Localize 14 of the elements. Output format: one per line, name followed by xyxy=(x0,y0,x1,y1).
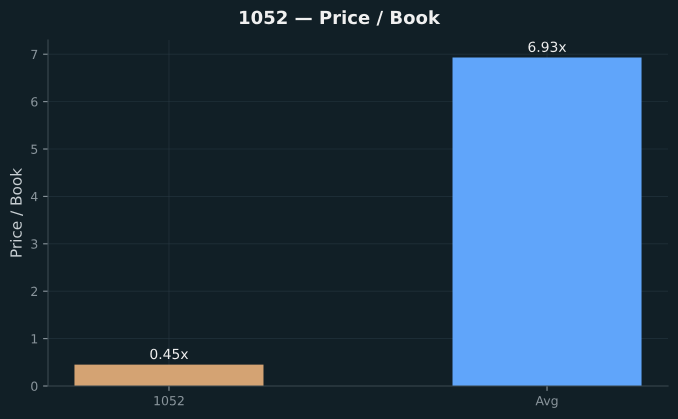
y-tick-label: 6 xyxy=(31,97,38,107)
y-tick-label: 1 xyxy=(32,334,38,344)
data-label: 0.45x xyxy=(150,348,188,360)
y-tick-label: 2 xyxy=(31,286,38,296)
y-tick-label: 7 xyxy=(31,50,38,59)
chart-title: 1052 — Price / Book xyxy=(240,10,440,26)
data-label: 6.93x xyxy=(528,42,566,52)
y-tick-label: 4 xyxy=(30,192,38,202)
x-tick-label: 1052 xyxy=(154,396,184,406)
y-tick-label: 0 xyxy=(31,381,38,391)
y-tick-label: 3 xyxy=(31,239,38,249)
x-tick-label: Avg xyxy=(536,396,558,408)
y-axis-title: Price / Book xyxy=(10,168,24,257)
y-tick-label: 5 xyxy=(31,144,38,154)
